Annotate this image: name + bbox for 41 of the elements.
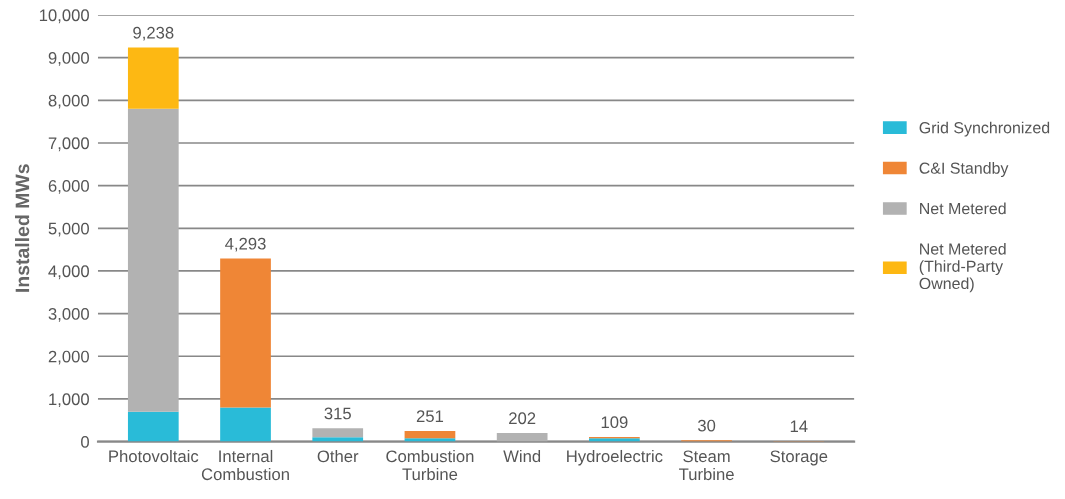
x-tick-label: Wind (503, 449, 541, 463)
y-tick-label: 3,000 (48, 308, 89, 322)
total-label: 14 (790, 420, 808, 432)
bar (127, 108, 179, 412)
y-tick-label: 1,000 (49, 393, 89, 408)
total-label: 109 (601, 416, 628, 429)
y-tick-label: 7,000 (48, 137, 89, 152)
x-tick-label: Internal Combustion (201, 449, 289, 481)
bar (127, 47, 179, 109)
bar (312, 428, 364, 438)
bar (220, 258, 271, 408)
y-tick-label: 4,000 (48, 265, 89, 280)
total-label: 30 (697, 419, 716, 432)
y-tick-label: 5,000 (48, 222, 89, 237)
bar (220, 407, 271, 442)
total-label: 9,238 (133, 26, 174, 41)
total-label: 202 (509, 412, 536, 425)
total-label: 4,293 (225, 237, 266, 252)
y-axis-title: Installed MWs (14, 164, 30, 292)
total-label: 251 (416, 410, 444, 423)
x-tick-label: Other (317, 449, 359, 463)
y-tick-label: 8,000 (48, 94, 89, 109)
legend-label: C&I Standby (919, 162, 1009, 177)
x-tick-label: Storage (770, 450, 828, 466)
y-tick-label: 6,000 (48, 180, 89, 194)
total-label: 315 (324, 407, 351, 420)
y-tick-label: 2,000 (48, 350, 89, 365)
x-tick-label: Photovoltaic (109, 449, 199, 463)
bar (404, 430, 456, 439)
bar (127, 411, 179, 442)
legend-label: Net Metered (Third-Party Owned) (919, 242, 1006, 293)
legend-label: Grid Synchronized (919, 121, 1050, 137)
legend-label: Net Metered (920, 202, 1006, 215)
x-tick-label: Combustion Turbine (386, 449, 474, 481)
y-tick-label: 9,000 (48, 52, 89, 66)
bar (312, 437, 364, 442)
x-tick-label: Hydroelectric (567, 449, 663, 466)
y-tick-label: 0 (81, 436, 89, 448)
x-tick-label: Steam Turbine (679, 450, 734, 481)
y-tick-label: 10,000 (39, 9, 89, 24)
bar (496, 433, 548, 442)
